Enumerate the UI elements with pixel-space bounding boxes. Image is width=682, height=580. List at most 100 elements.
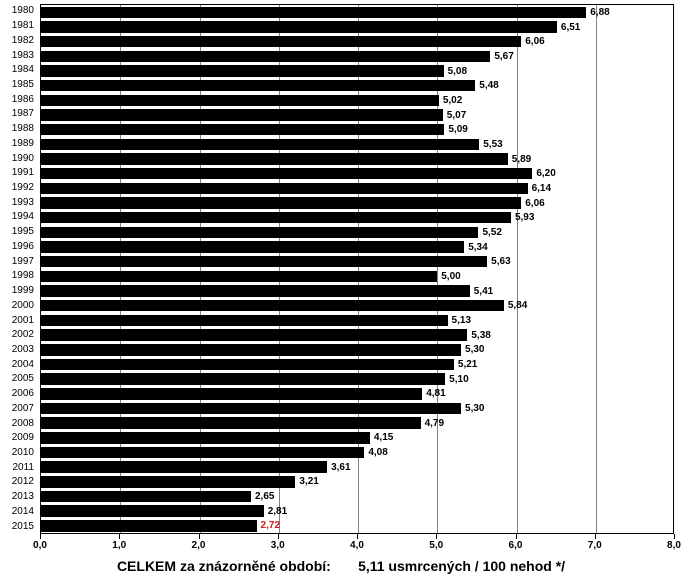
bar xyxy=(41,461,327,472)
bar xyxy=(41,520,257,531)
bar-value-label: 6,06 xyxy=(525,36,544,47)
bar xyxy=(41,271,437,282)
bar-value-label: 5,63 xyxy=(491,256,510,267)
bar-row: 5,67 xyxy=(41,49,673,64)
y-axis-label: 1989 xyxy=(0,138,34,149)
y-axis-label: 1991 xyxy=(0,167,34,178)
bar-row: 6,51 xyxy=(41,20,673,35)
bar-value-label: 2,65 xyxy=(255,491,274,502)
bar-value-label: 6,14 xyxy=(532,183,551,194)
bar-row: 3,61 xyxy=(41,460,673,475)
bar-value-label: 3,61 xyxy=(331,462,350,473)
y-axis-label: 2011 xyxy=(0,462,34,473)
bar xyxy=(41,403,461,414)
bar xyxy=(41,491,251,502)
bar xyxy=(41,124,444,135)
bar-value-label: 4,08 xyxy=(368,447,387,458)
bar xyxy=(41,285,470,296)
bar xyxy=(41,505,264,516)
bar-row: 5,89 xyxy=(41,152,673,167)
chart-footer: CELKEM za znázorněné období: 5,11 usmrce… xyxy=(0,558,682,574)
bar-value-label: 4,79 xyxy=(425,418,444,429)
bar-row: 5,52 xyxy=(41,225,673,240)
bar-value-label: 5,21 xyxy=(458,359,477,370)
y-axis-label: 1994 xyxy=(0,211,34,222)
bar-value-label: 6,88 xyxy=(590,7,609,18)
bar-row: 5,34 xyxy=(41,240,673,255)
bar xyxy=(41,388,422,399)
bar xyxy=(41,329,467,340)
bar-row: 5,10 xyxy=(41,372,673,387)
y-axis-label: 1988 xyxy=(0,123,34,134)
y-axis-label: 1993 xyxy=(0,197,34,208)
y-axis-label: 1982 xyxy=(0,35,34,46)
x-axis-tick xyxy=(595,534,596,539)
x-axis-tick xyxy=(199,534,200,539)
bar-value-label: 5,53 xyxy=(483,139,502,150)
bar-row: 4,81 xyxy=(41,386,673,401)
bar-value-label: 5,07 xyxy=(447,110,466,121)
y-axis-label: 2010 xyxy=(0,447,34,458)
bar-value-label: 6,06 xyxy=(525,198,544,209)
bar-value-label: 6,20 xyxy=(536,168,555,179)
bar-value-label: 5,02 xyxy=(443,95,462,106)
bar-value-label: 5,34 xyxy=(468,242,487,253)
bar-row: 5,38 xyxy=(41,328,673,343)
bar-row: 5,13 xyxy=(41,313,673,328)
y-axis-label: 1985 xyxy=(0,79,34,90)
bar-row: 5,63 xyxy=(41,254,673,269)
y-axis-label: 1984 xyxy=(0,64,34,75)
bar xyxy=(41,373,445,384)
bar-value-label: 5,10 xyxy=(449,374,468,385)
bar xyxy=(41,21,557,32)
x-axis-tick xyxy=(674,534,675,539)
bar xyxy=(41,315,448,326)
bar xyxy=(41,109,443,120)
bar-row: 5,53 xyxy=(41,137,673,152)
x-axis-label: 4,0 xyxy=(350,540,364,551)
bar-value-label: 5,30 xyxy=(465,403,484,414)
bar-value-label: 5,30 xyxy=(465,344,484,355)
footer-right-text: 5,11 usmrcených / 100 nehod */ xyxy=(358,558,565,574)
bar xyxy=(41,153,508,164)
bar-row: 2,65 xyxy=(41,489,673,504)
bar-value-label: 5,09 xyxy=(448,124,467,135)
bar-value-label: 5,93 xyxy=(515,212,534,223)
bar xyxy=(41,417,421,428)
y-axis-label: 2009 xyxy=(0,432,34,443)
bar-row: 6,06 xyxy=(41,196,673,211)
x-axis-label: 2,0 xyxy=(192,540,206,551)
y-axis-label: 2007 xyxy=(0,403,34,414)
y-axis-label: 1998 xyxy=(0,270,34,281)
y-axis-label: 2004 xyxy=(0,359,34,370)
y-axis-label: 2003 xyxy=(0,344,34,355)
y-axis-label: 2014 xyxy=(0,506,34,517)
bar-row: 5,84 xyxy=(41,298,673,313)
y-axis-label: 2005 xyxy=(0,373,34,384)
x-axis-label: 0,0 xyxy=(33,540,47,551)
bar xyxy=(41,197,521,208)
bar-row: 4,08 xyxy=(41,445,673,460)
bar xyxy=(41,7,586,18)
bar-row: 2,72 xyxy=(41,519,673,534)
bar xyxy=(41,139,479,150)
y-axis-label: 1992 xyxy=(0,182,34,193)
y-axis-label: 2013 xyxy=(0,491,34,502)
bar xyxy=(41,36,521,47)
bar-value-label: 5,41 xyxy=(474,286,493,297)
y-axis-label: 2000 xyxy=(0,300,34,311)
bar-value-label: 5,08 xyxy=(448,66,467,77)
x-axis-tick xyxy=(357,534,358,539)
bar-row: 6,14 xyxy=(41,181,673,196)
bar xyxy=(41,183,528,194)
bar-value-label: 5,38 xyxy=(471,330,490,341)
footer-left-text: CELKEM za znázorněné období: xyxy=(117,558,331,574)
y-axis-label: 1986 xyxy=(0,94,34,105)
x-axis-label: 7,0 xyxy=(588,540,602,551)
y-axis-label: 2008 xyxy=(0,418,34,429)
bar xyxy=(41,476,295,487)
bar xyxy=(41,227,478,238)
bar-row: 2,81 xyxy=(41,504,673,519)
bar xyxy=(41,359,454,370)
bar xyxy=(41,51,490,62)
